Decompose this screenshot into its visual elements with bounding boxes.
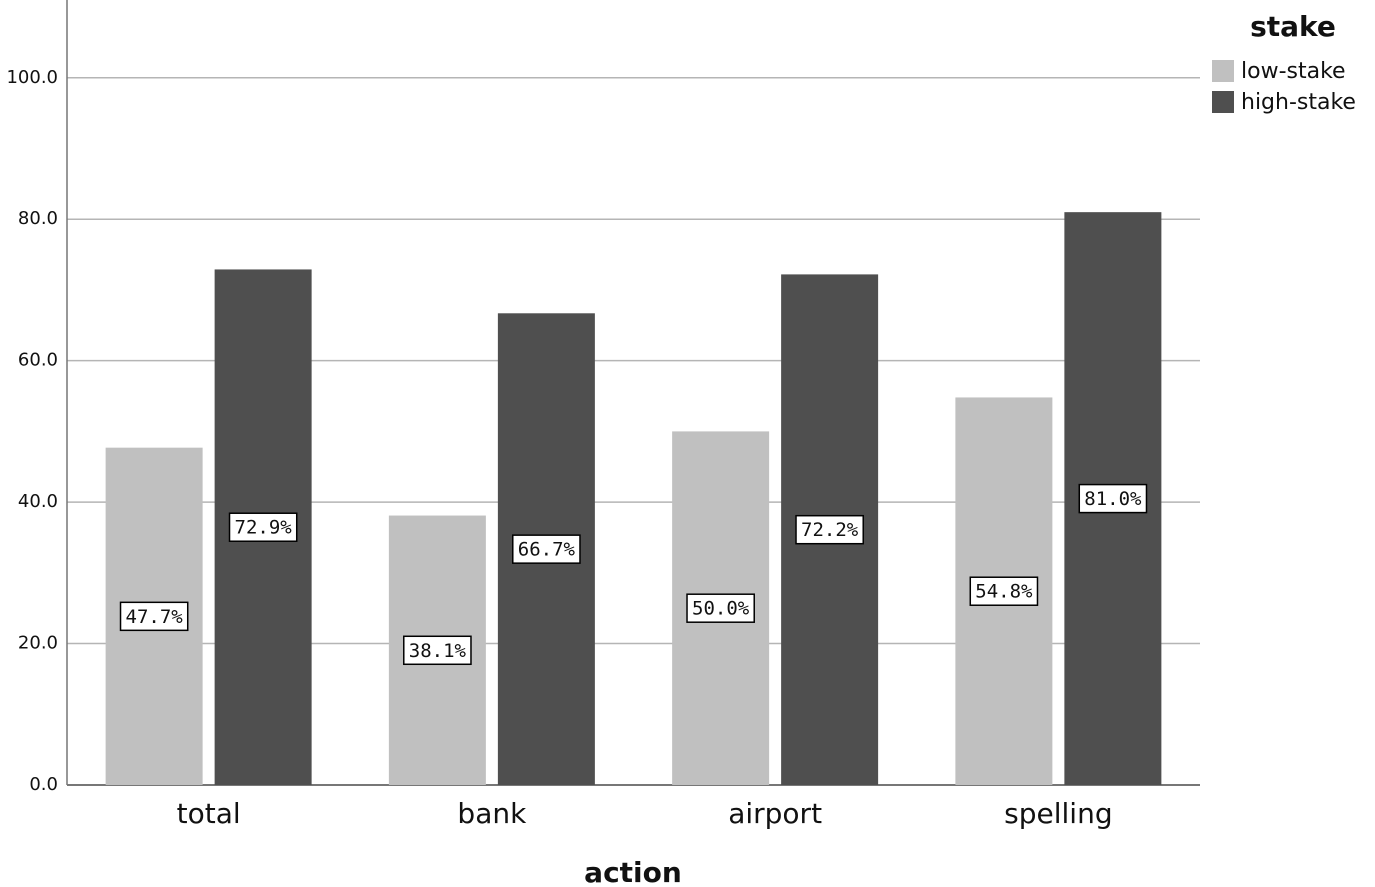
y-tick-label: 0.0 (29, 774, 58, 795)
y-tick-label: 20.0 (18, 633, 58, 654)
value-label: 38.1% (409, 640, 467, 662)
value-label-box (403, 635, 472, 666)
value-label: 50.0% (692, 598, 750, 620)
legend-swatch (1212, 60, 1234, 82)
legend-title: stake (1250, 10, 1336, 43)
y-tick-label: 100.0 (6, 67, 58, 88)
value-label: 54.8% (975, 581, 1033, 603)
x-tick-label: spelling (1004, 797, 1112, 830)
legend-swatch (1212, 91, 1234, 113)
value-label-box (512, 534, 581, 564)
x-tick-label: airport (728, 797, 822, 830)
value-label-box (969, 576, 1039, 606)
value-label: 66.7% (518, 539, 576, 561)
value-label-box (119, 601, 189, 632)
legend-label: high-stake (1241, 90, 1356, 115)
x-axis-title: action (584, 856, 682, 887)
value-label: 47.7% (126, 606, 184, 628)
legend-label: low-stake (1241, 59, 1346, 84)
value-label-box (228, 512, 298, 542)
x-tick-label: bank (457, 797, 527, 830)
value-label: 72.9% (235, 517, 293, 539)
x-tick-label: total (177, 797, 241, 830)
value-label-box (686, 593, 755, 623)
value-label-box (795, 514, 864, 545)
y-tick-label: 80.0 (18, 208, 58, 229)
y-tick-label: 60.0 (18, 350, 58, 371)
value-label: 72.2% (801, 519, 859, 541)
y-tick-label: 40.0 (18, 491, 58, 512)
value-label-box (1078, 483, 1148, 514)
value-label: 81.0% (1084, 488, 1142, 510)
